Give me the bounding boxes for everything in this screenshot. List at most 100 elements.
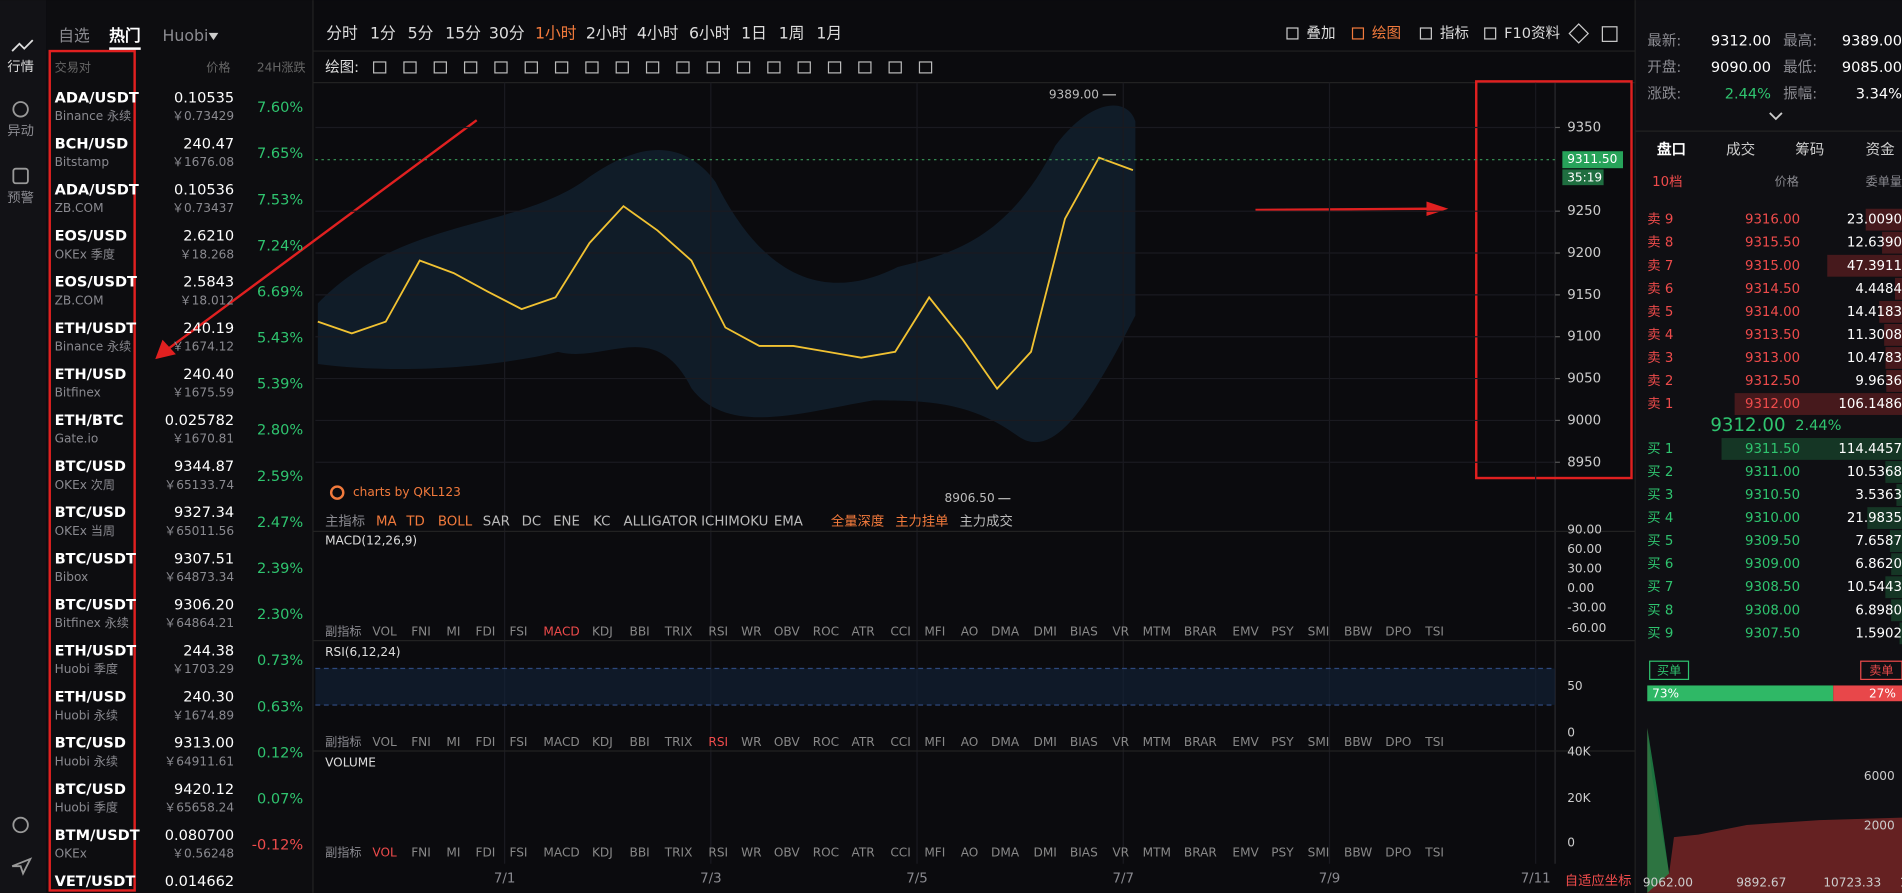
interval-button[interactable]: 30分 bbox=[489, 24, 525, 43]
interval-button[interactable]: 1小时 bbox=[535, 24, 577, 43]
draw-tool[interactable] bbox=[767, 61, 781, 74]
draw-tool[interactable] bbox=[524, 61, 538, 74]
main-indicator[interactable]: ALLIGATOR bbox=[623, 515, 697, 530]
draw-tool[interactable] bbox=[373, 61, 387, 74]
sub-indicator[interactable]: EMV bbox=[1232, 625, 1259, 639]
sub-indicator[interactable]: VR bbox=[1112, 625, 1129, 639]
nav-icon[interactable] bbox=[12, 101, 29, 118]
interval-button[interactable]: 1月 bbox=[816, 24, 842, 43]
sub-indicator[interactable]: FNI bbox=[411, 735, 431, 749]
sub-indicator[interactable]: DPO bbox=[1385, 845, 1411, 859]
action-icon[interactable] bbox=[1484, 27, 1497, 40]
sub-indicator[interactable]: EMV bbox=[1232, 845, 1259, 859]
draw-tool[interactable] bbox=[403, 61, 417, 74]
sub-indicator[interactable]: TRIX bbox=[664, 625, 693, 639]
sub-indicator[interactable]: MFI bbox=[924, 845, 945, 859]
dropdown-icon[interactable] bbox=[208, 32, 219, 41]
nav-icon[interactable] bbox=[11, 39, 34, 52]
nav-label[interactable]: 异动 bbox=[7, 123, 34, 139]
market-tab[interactable]: 自选 bbox=[58, 26, 90, 45]
draw-tool[interactable] bbox=[797, 61, 811, 74]
sub-indicator[interactable]: WR bbox=[741, 735, 762, 749]
sub-indicator[interactable]: CCI bbox=[890, 845, 911, 859]
interval-button[interactable]: 分时 bbox=[326, 24, 358, 43]
share-icon[interactable] bbox=[11, 857, 33, 876]
draw-tool[interactable] bbox=[433, 61, 447, 74]
sub-indicator[interactable]: DMI bbox=[1033, 845, 1056, 859]
main-indicator[interactable]: 主力成交 bbox=[959, 513, 1012, 530]
main-indicator[interactable]: ENE bbox=[553, 515, 580, 530]
sub-indicator[interactable]: AO bbox=[961, 845, 979, 859]
sub-indicator[interactable]: PSY bbox=[1271, 735, 1294, 749]
sub-indicator[interactable]: MACD bbox=[543, 845, 579, 859]
interval-button[interactable]: 5分 bbox=[408, 24, 434, 43]
interval-button[interactable]: 4小时 bbox=[637, 24, 679, 43]
draw-tool[interactable] bbox=[918, 61, 933, 74]
nav-label[interactable]: 预警 bbox=[7, 190, 34, 206]
market-tab[interactable]: 盘口 bbox=[1657, 141, 1686, 159]
sub-indicator[interactable]: BBI bbox=[630, 735, 650, 749]
sub-indicator[interactable]: MACD bbox=[543, 735, 579, 749]
sub-indicator[interactable]: DMA bbox=[991, 845, 1020, 859]
sub-indicator[interactable]: MTM bbox=[1143, 845, 1171, 859]
chart-action[interactable]: 叠加 bbox=[1306, 25, 1335, 42]
sub-indicator[interactable]: ROC bbox=[813, 735, 839, 749]
sub-indicator[interactable]: BRAR bbox=[1184, 735, 1218, 749]
sub-indicator[interactable]: FDI bbox=[476, 845, 496, 859]
sub-indicator[interactable]: BRAR bbox=[1184, 625, 1218, 639]
sub-indicator[interactable]: DMI bbox=[1033, 625, 1056, 639]
sub-indicator[interactable]: SMI bbox=[1308, 845, 1330, 859]
market-tab[interactable]: 成交 bbox=[1726, 141, 1755, 159]
market-tab[interactable]: 资金 bbox=[1866, 142, 1896, 159]
sub-indicator[interactable]: DPO bbox=[1385, 625, 1411, 639]
draw-tool[interactable] bbox=[494, 61, 508, 74]
sub-indicator[interactable]: VR bbox=[1112, 735, 1129, 749]
sub-indicator[interactable]: DMA bbox=[991, 735, 1020, 749]
sub-indicator[interactable]: SMI bbox=[1308, 625, 1330, 639]
draw-tool[interactable] bbox=[615, 61, 629, 74]
sub-indicator[interactable]: TRIX bbox=[664, 845, 693, 859]
autoscale-button[interactable]: 自适应坐标 bbox=[1565, 873, 1632, 889]
draw-tool[interactable] bbox=[888, 61, 902, 74]
sub-indicator[interactable]: FDI bbox=[476, 625, 496, 639]
sub-indicator[interactable]: FSI bbox=[509, 845, 527, 859]
sub-indicator[interactable]: FNI bbox=[411, 625, 431, 639]
draw-tool[interactable] bbox=[645, 61, 660, 74]
sub-indicator[interactable]: BBI bbox=[630, 845, 650, 859]
sub-indicator[interactable]: ROC bbox=[813, 625, 839, 639]
sub-indicator[interactable]: KDJ bbox=[592, 845, 613, 859]
sub-indicator[interactable]: BIAS bbox=[1070, 845, 1098, 859]
sub-indicator[interactable]: VOL bbox=[372, 845, 397, 859]
main-indicator[interactable]: DC bbox=[522, 515, 542, 530]
action-icon[interactable] bbox=[1419, 27, 1432, 40]
sub-indicator[interactable]: DMA bbox=[991, 625, 1020, 639]
favorite-icon[interactable] bbox=[1568, 23, 1590, 44]
draw-tool[interactable] bbox=[554, 61, 569, 74]
buy-box[interactable] bbox=[1649, 660, 1690, 681]
main-indicator[interactable]: 全量深度 bbox=[831, 513, 884, 530]
chart-action[interactable]: 指标 bbox=[1440, 25, 1469, 42]
sub-indicator[interactable]: FNI bbox=[411, 845, 431, 859]
interval-button[interactable]: 1周 bbox=[779, 24, 805, 43]
sub-indicator[interactable]: FDI bbox=[476, 735, 496, 749]
interval-button[interactable]: 2小时 bbox=[586, 24, 628, 43]
sub-indicator[interactable]: MFI bbox=[924, 625, 945, 639]
sub-indicator[interactable]: DPO bbox=[1385, 735, 1411, 749]
sub-indicator[interactable]: BIAS bbox=[1070, 735, 1098, 749]
depth-selector[interactable]: 10档 bbox=[1652, 174, 1682, 190]
sub-indicator[interactable]: MI bbox=[446, 845, 460, 859]
sub-indicator[interactable]: PSY bbox=[1271, 625, 1294, 639]
sub-indicator[interactable]: OBV bbox=[774, 625, 800, 639]
sub-indicator[interactable]: KDJ bbox=[592, 735, 613, 749]
market-tab[interactable]: 筹码 bbox=[1795, 142, 1824, 159]
chart-action[interactable]: F10资料 bbox=[1504, 25, 1560, 42]
sub-indicator[interactable]: TSI bbox=[1424, 735, 1444, 749]
market-tab[interactable]: 热门 bbox=[109, 26, 141, 45]
sub-indicator[interactable]: FSI bbox=[509, 625, 527, 639]
main-indicator[interactable]: ICHIMOKU bbox=[701, 515, 768, 530]
main-indicator[interactable]: 主力挂单 bbox=[895, 514, 948, 530]
draw-tool[interactable] bbox=[858, 61, 872, 74]
fullscreen-icon[interactable] bbox=[1601, 26, 1618, 42]
chart-action[interactable]: 绘图 bbox=[1372, 25, 1401, 42]
sub-indicator[interactable]: DMI bbox=[1033, 735, 1056, 749]
